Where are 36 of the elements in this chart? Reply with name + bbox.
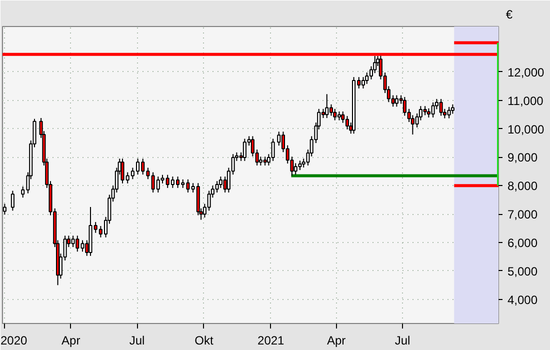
candlestick	[215, 180, 219, 193]
candlestick	[325, 94, 329, 119]
candlestick	[361, 76, 365, 89]
candlestick	[345, 116, 349, 130]
x-tick-label: 2020	[0, 334, 28, 348]
candlestick	[294, 162, 298, 176]
x-tick-label: Apr	[326, 334, 346, 348]
y-axis-title: €	[506, 8, 513, 22]
y-tick-label: 11,000	[508, 94, 544, 108]
candlestick	[341, 110, 345, 124]
candlestick	[431, 102, 435, 118]
y-tick-label: 7,000	[508, 208, 538, 222]
candlestick	[298, 160, 302, 171]
y-tick-label: 5,000	[508, 264, 538, 278]
x-tick-label: Apr	[62, 334, 80, 348]
candlestick	[10, 190, 14, 212]
candlestick	[447, 106, 451, 119]
x-tick-label: 2021	[258, 334, 285, 348]
candlestick	[271, 138, 275, 162]
candlestick	[439, 98, 443, 116]
y-tick-label: 9,000	[508, 150, 538, 165]
candlestick	[365, 72, 369, 84]
x-tick-label: Jul	[394, 334, 410, 348]
y-tick-label: 8,000	[508, 179, 538, 194]
candlestick	[71, 235, 75, 248]
candlestick	[423, 106, 427, 116]
y-tick-label: 6,000	[508, 236, 538, 250]
x-tick-label: Jul	[129, 334, 145, 348]
candlestick	[277, 131, 281, 146]
candlestick	[333, 108, 337, 121]
x-tick-label: Okt	[194, 334, 214, 348]
candlestick	[329, 104, 333, 116]
y-tick-label: 10,000	[508, 122, 545, 136]
y-tick-label: 4,000	[508, 292, 538, 307]
candlestick	[450, 104, 454, 114]
y-tick-label: 12,000	[508, 65, 545, 80]
